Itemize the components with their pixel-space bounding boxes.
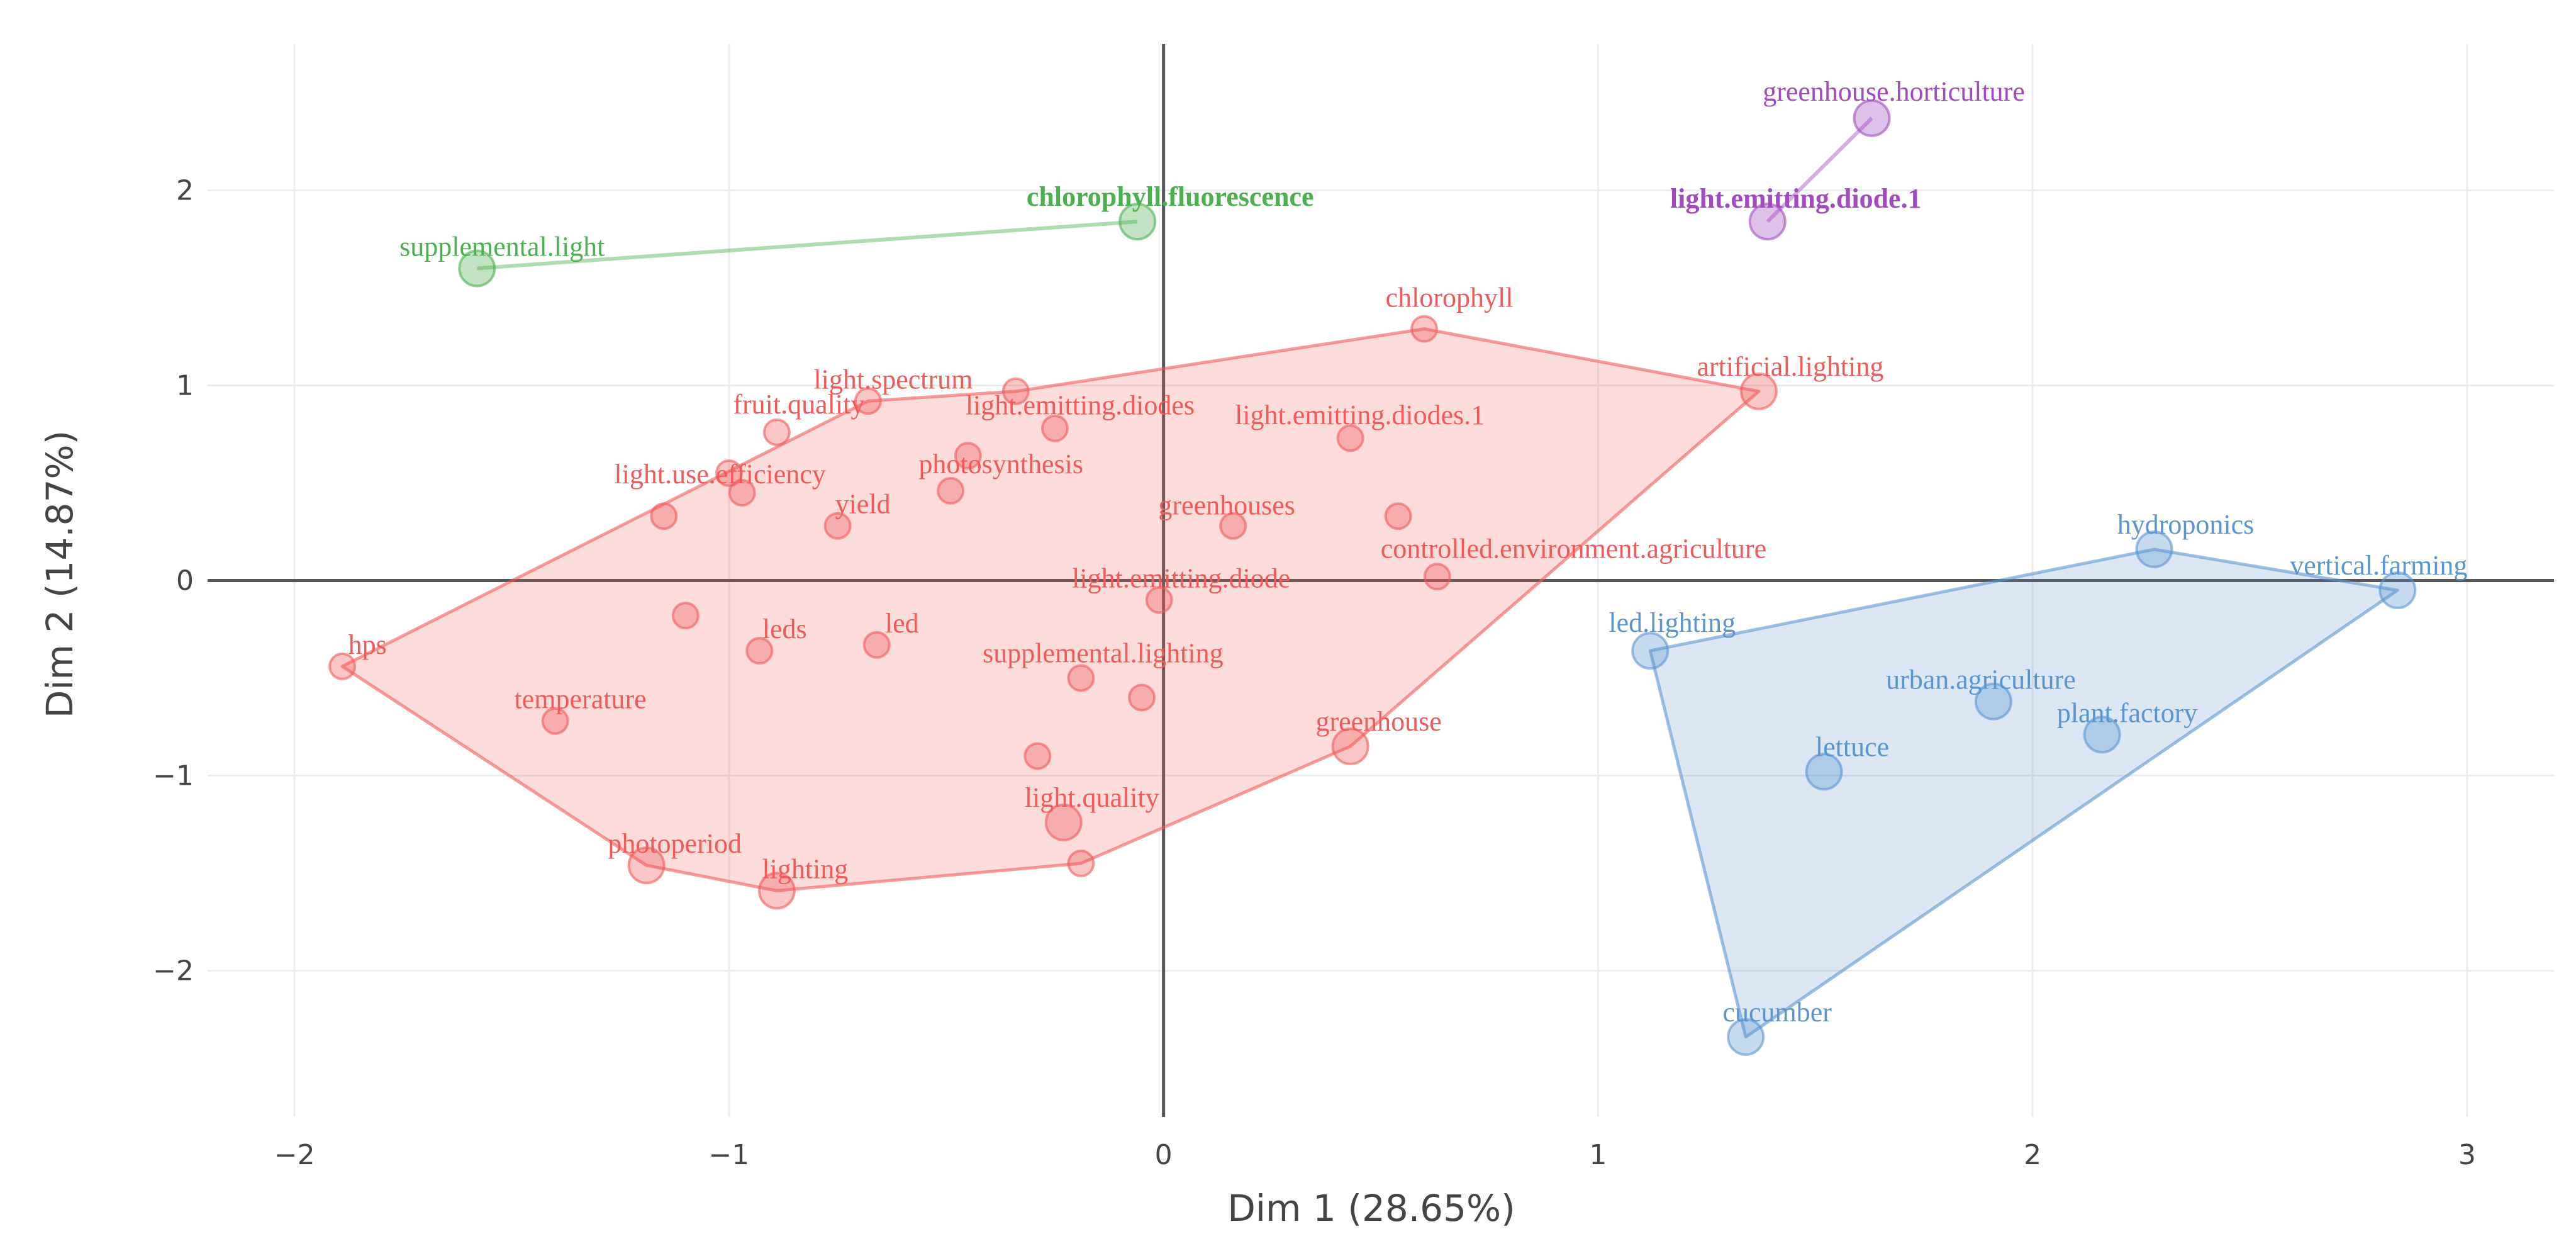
point-label: light.emitting.diode xyxy=(1072,563,1290,594)
point-label: hydroponics xyxy=(2117,509,2255,540)
point-labels: chlorophyll artificial.lighting light.spec… xyxy=(348,76,2468,1028)
point-marker[interactable] xyxy=(1853,99,1891,137)
point-marker[interactable] xyxy=(1118,203,1157,241)
point-marker[interactable] xyxy=(1331,727,1369,765)
y-tick-label: 1 xyxy=(176,370,194,402)
x-axis-title: Dim 1 (28.65%) xyxy=(1227,1187,1515,1230)
point-marker[interactable] xyxy=(862,631,891,659)
point-marker[interactable] xyxy=(1727,1018,1765,1056)
point-marker[interactable] xyxy=(1423,563,1451,591)
point-marker[interactable] xyxy=(2378,571,2417,609)
point-label: greenhouses xyxy=(1158,490,1295,521)
point-label: cucumber xyxy=(1722,997,1832,1028)
point-label: photoperiod xyxy=(608,828,742,859)
point-marker[interactable] xyxy=(1410,315,1439,343)
point-label: led.lighting xyxy=(1609,607,1736,638)
y-tick-label: −2 xyxy=(153,955,194,987)
point-marker[interactable] xyxy=(1384,502,1412,530)
y-tick-label: 2 xyxy=(176,175,194,207)
point-marker[interactable] xyxy=(650,502,678,530)
zero-lines xyxy=(208,44,2554,1117)
point-label: controlled.environment.agriculture xyxy=(1381,533,1766,564)
point-label: chlorophyll.fluorescence xyxy=(1027,181,1314,212)
point-marker[interactable] xyxy=(328,652,357,680)
data-points xyxy=(328,99,2417,1056)
point-label: light.emitting.diode.1 xyxy=(1670,183,1922,214)
point-marker[interactable] xyxy=(757,872,796,910)
point-label: light.use.efficiency xyxy=(614,459,825,490)
point-marker[interactable] xyxy=(954,442,982,470)
point-label: greenhouse.horticulture xyxy=(1763,76,2025,107)
point-label: yield xyxy=(835,489,891,520)
point-marker[interactable] xyxy=(1040,414,1069,442)
point-marker[interactable] xyxy=(762,418,791,446)
point-marker[interactable] xyxy=(1219,512,1247,540)
point-label: fruit.quality xyxy=(733,389,864,420)
point-marker[interactable] xyxy=(1067,664,1095,692)
point-marker[interactable] xyxy=(1748,203,1787,241)
point-marker[interactable] xyxy=(1631,632,1670,670)
point-label: light.spectrum xyxy=(813,364,973,395)
point-marker[interactable] xyxy=(671,602,700,630)
point-marker[interactable] xyxy=(1336,424,1364,452)
point-marker[interactable] xyxy=(854,387,882,415)
point-label: supplemental.lighting xyxy=(983,638,1224,669)
point-label: temperature xyxy=(515,684,647,715)
point-label: led xyxy=(885,608,919,639)
point-marker[interactable] xyxy=(715,459,743,487)
point-label: light.emitting.diodes.1 xyxy=(1235,400,1485,430)
point-marker[interactable] xyxy=(1128,683,1156,712)
point-marker[interactable] xyxy=(2083,716,2121,754)
point-marker[interactable] xyxy=(627,846,666,885)
point-label: photosynthesis xyxy=(918,449,1083,480)
point-marker[interactable] xyxy=(823,512,852,540)
cluster-blue-hull xyxy=(1648,547,2399,1039)
point-marker[interactable] xyxy=(458,249,496,288)
point-label: lettuce xyxy=(1815,731,1889,762)
point-label: chlorophyll xyxy=(1386,283,1514,313)
x-tick-label: −2 xyxy=(274,1139,315,1171)
point-label: light.quality xyxy=(1025,782,1159,813)
point-label: leds xyxy=(762,614,807,644)
y-tick-label: 0 xyxy=(176,565,194,597)
point-label: lighting xyxy=(762,853,848,884)
point-label: artificial.lighting xyxy=(1697,351,1883,382)
cluster-green-hull xyxy=(477,220,1138,271)
tick-labels: −2 −1 0 1 2 3 −2 −1 0 1 2 xyxy=(153,175,2476,1172)
point-label: light.emitting.diodes xyxy=(966,390,1195,421)
point-marker[interactable] xyxy=(937,476,965,505)
x-tick-label: 0 xyxy=(1155,1139,1173,1171)
point-marker[interactable] xyxy=(728,479,756,507)
point-label: urban.agriculture xyxy=(1886,665,2076,695)
point-marker[interactable] xyxy=(541,707,569,735)
point-marker[interactable] xyxy=(1974,682,2012,721)
point-label: greenhouse xyxy=(1315,706,1441,737)
point-label: hps xyxy=(348,629,387,660)
cluster-hulls xyxy=(340,116,2399,1039)
point-label: plant.factory xyxy=(2057,697,2198,728)
cluster-red-hull xyxy=(340,327,1761,892)
point-label: supplemental.light xyxy=(399,232,605,262)
cluster-purple-hull xyxy=(1766,116,1873,223)
x-tick-label: −1 xyxy=(708,1139,749,1171)
point-marker[interactable] xyxy=(1145,586,1173,614)
y-tick-label: −1 xyxy=(153,760,194,792)
x-tick-label: 1 xyxy=(1589,1139,1607,1171)
y-axis-title: Dim 2 (14.87%) xyxy=(38,430,81,718)
point-marker[interactable] xyxy=(1067,850,1095,877)
point-marker[interactable] xyxy=(745,637,774,665)
point-marker[interactable] xyxy=(2135,530,2173,568)
x-tick-label: 3 xyxy=(2458,1139,2476,1171)
x-tick-label: 2 xyxy=(2024,1139,2041,1171)
point-marker[interactable] xyxy=(1805,753,1843,791)
point-marker[interactable] xyxy=(1001,377,1030,405)
point-marker[interactable] xyxy=(1023,742,1052,770)
point-marker[interactable] xyxy=(1044,803,1083,841)
point-marker[interactable] xyxy=(1739,372,1778,410)
point-label: vertical.farming xyxy=(2290,550,2467,581)
